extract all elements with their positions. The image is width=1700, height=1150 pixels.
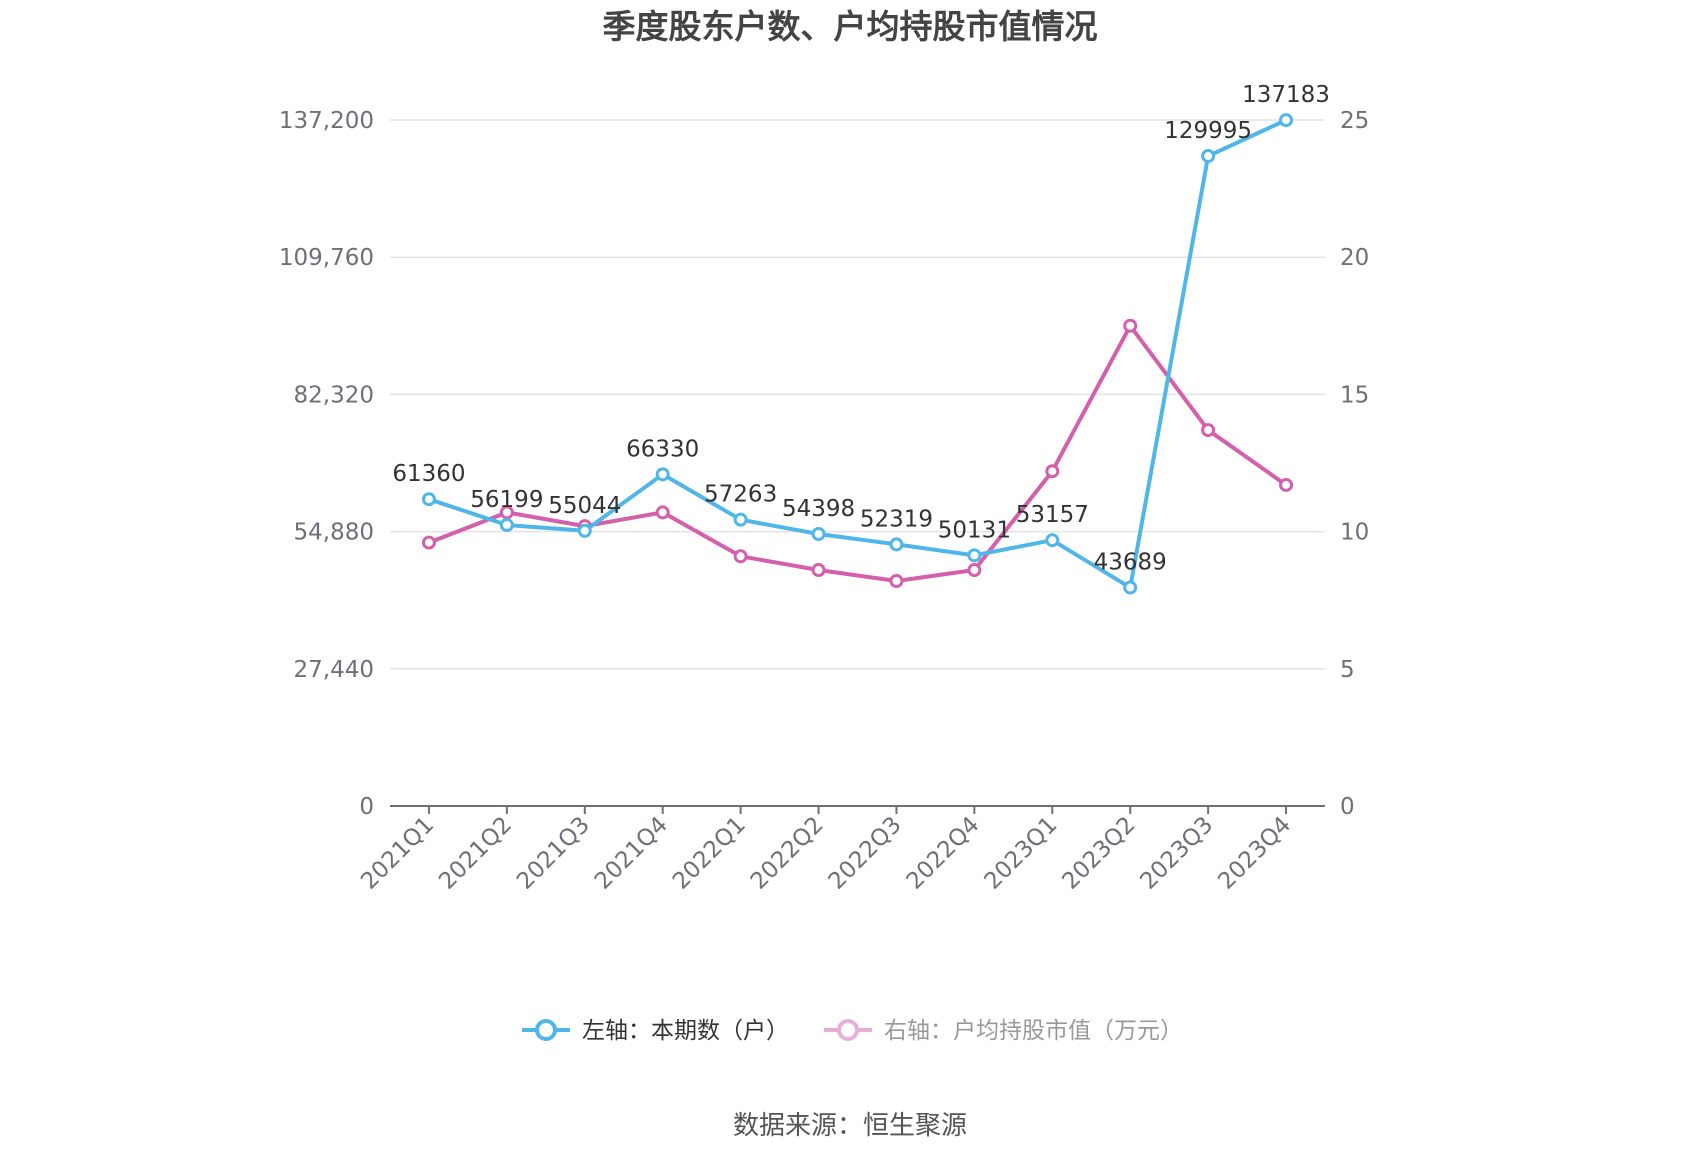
series-point-right-11 bbox=[1279, 477, 1294, 492]
legend-marker-circle-left bbox=[535, 1019, 557, 1041]
series-point-left-0 bbox=[421, 492, 436, 507]
left-tick-label-2: 54,880 bbox=[294, 520, 374, 546]
grid-lines bbox=[390, 119, 1325, 670]
right-tick-label-0: 0 bbox=[1340, 794, 1355, 820]
right-tick-label-2: 10 bbox=[1340, 520, 1369, 546]
left-tick-label-4: 109,760 bbox=[279, 245, 374, 271]
data-label-left-5: 54398 bbox=[782, 496, 855, 522]
right-tick-label-5: 25 bbox=[1340, 108, 1369, 134]
series-point-left-8 bbox=[1045, 533, 1060, 548]
x-tick-label-10: 2023Q3 bbox=[1135, 812, 1218, 895]
data-label-left-9: 43689 bbox=[1094, 550, 1167, 576]
series-point-left-11 bbox=[1279, 113, 1294, 128]
left-axis-ticks: 0 27,440 54,880 82,320 109,760 137,200 bbox=[279, 108, 374, 820]
x-tick-label-2: 2021Q3 bbox=[512, 812, 595, 895]
series-point-right-3 bbox=[655, 505, 670, 520]
series-point-left-1 bbox=[499, 518, 514, 533]
data-label-left-11: 137183 bbox=[1242, 82, 1330, 108]
x-tick-label-3: 2021Q4 bbox=[590, 812, 673, 895]
source-text: 数据来源：恒生聚源 bbox=[733, 1111, 967, 1141]
series-point-right-10 bbox=[1201, 423, 1216, 438]
series-point-left-4 bbox=[733, 512, 748, 527]
series-point-left-10 bbox=[1201, 149, 1216, 164]
data-label-left-2: 55044 bbox=[548, 493, 621, 519]
right-tick-label-4: 20 bbox=[1340, 245, 1369, 271]
legend-item-right[interactable]: 右轴：户均持股市值（万元） bbox=[824, 1018, 1183, 1044]
legend: 左轴：本期数（户） 右轴：户均持股市值（万元） bbox=[522, 1018, 1183, 1044]
data-label-left-3: 66330 bbox=[626, 436, 699, 462]
series-point-left-3 bbox=[655, 467, 670, 482]
data-label-left-0: 61360 bbox=[392, 461, 465, 487]
left-tick-label-1: 27,440 bbox=[294, 657, 374, 683]
right-tick-label-3: 15 bbox=[1340, 382, 1369, 408]
series-line-left bbox=[428, 118, 1287, 590]
series-point-left-5 bbox=[811, 527, 826, 542]
left-tick-label-0: 0 bbox=[359, 794, 374, 820]
series-layer bbox=[421, 113, 1294, 595]
legend-marker-circle-right bbox=[837, 1019, 859, 1041]
series-point-right-8 bbox=[1045, 464, 1060, 479]
series-point-left-7 bbox=[967, 548, 982, 563]
x-axis: 2021Q12021Q22021Q32021Q42022Q12022Q22022… bbox=[356, 805, 1325, 895]
x-tick-label-8: 2023Q1 bbox=[980, 812, 1063, 895]
legend-item-left[interactable]: 左轴：本期数（户） bbox=[522, 1018, 789, 1044]
series-line-right bbox=[428, 323, 1288, 583]
left-tick-label-5: 137,200 bbox=[279, 108, 374, 134]
series-point-left-6 bbox=[889, 537, 904, 552]
data-label-left-8: 53157 bbox=[1016, 502, 1089, 528]
left-tick-label-3: 82,320 bbox=[294, 382, 374, 408]
data-label-left-1: 56199 bbox=[470, 487, 543, 513]
x-tick-label-11: 2023Q4 bbox=[1213, 812, 1296, 895]
series-point-right-7 bbox=[967, 563, 982, 578]
data-label-left-4: 57263 bbox=[704, 482, 777, 508]
x-tick-label-7: 2022Q4 bbox=[902, 812, 985, 895]
x-tick-label-4: 2022Q1 bbox=[668, 812, 751, 895]
right-axis-ticks: 0 5 10 15 20 25 bbox=[1340, 108, 1369, 820]
series-point-right-0 bbox=[421, 535, 436, 550]
x-tick-label-9: 2023Q2 bbox=[1058, 812, 1141, 895]
data-label-left-6: 52319 bbox=[860, 506, 933, 532]
series-point-left-9 bbox=[1123, 580, 1138, 595]
data-label-left-10: 129995 bbox=[1164, 118, 1252, 144]
x-tick-label-5: 2022Q2 bbox=[746, 812, 829, 895]
series-point-right-5 bbox=[811, 563, 826, 578]
series-point-right-9 bbox=[1123, 318, 1138, 333]
data-label-left-7: 50131 bbox=[938, 517, 1011, 543]
series-point-right-4 bbox=[733, 549, 748, 564]
series-point-right-1 bbox=[499, 505, 514, 520]
legend-label-right: 右轴：户均持股市值（万元） bbox=[884, 1018, 1183, 1044]
legend-label-left: 左轴：本期数（户） bbox=[582, 1018, 789, 1044]
x-tick-label-6: 2022Q3 bbox=[824, 812, 907, 895]
chart-title: 季度股东户数、户均持股市值情况 bbox=[603, 7, 1098, 46]
series-point-left-2 bbox=[577, 523, 592, 538]
series-point-right-6 bbox=[889, 573, 904, 588]
x-tick-label-1: 2021Q2 bbox=[434, 812, 517, 895]
right-tick-label-1: 5 bbox=[1340, 657, 1355, 683]
x-tick-label-0: 2021Q1 bbox=[356, 812, 439, 895]
